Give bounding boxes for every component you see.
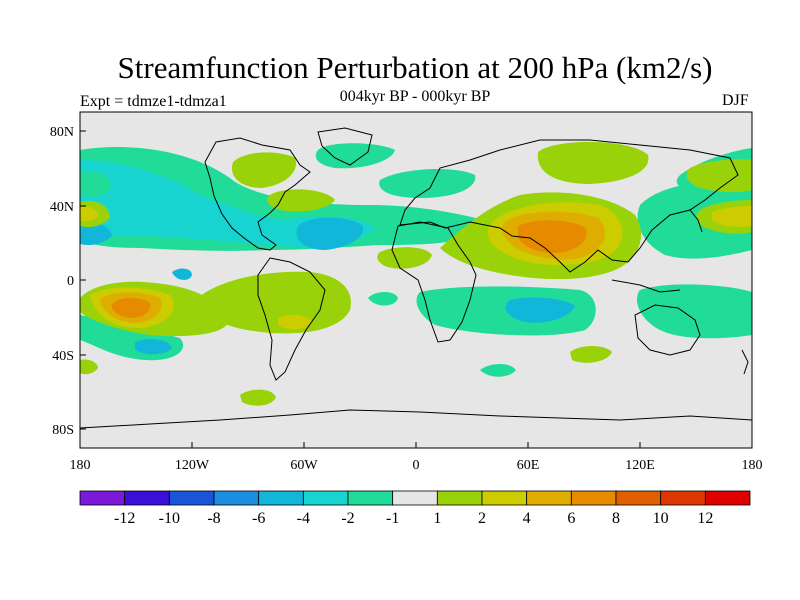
longitude-axis: 180 120W 60W 0 60E 120E 180 [70,442,763,473]
contour-australia-neg [636,284,752,339]
contour-greenland-neg [315,143,395,169]
contour-east-pacific-inner [712,206,752,227]
colorbar-label: -10 [159,510,180,527]
lat-label: 80N [50,125,74,140]
colorbar-label: -6 [252,510,265,527]
contour-arctic-asia-pos [537,141,649,184]
lon-label: 0 [413,458,420,473]
colorbar-swatch [660,490,706,506]
colorbar-swatch [526,490,572,506]
coast-japan [689,209,703,233]
colorbar-label: -1 [386,510,399,527]
colorbar-swatch [615,490,662,506]
contour-asia-anticyclone-6 [518,220,587,253]
coast-africa [391,221,477,343]
contour-pacific-sub-6 [111,297,151,318]
contour-na-east-pos [267,189,335,212]
colorbar-label: 6 [567,510,575,527]
lat-label: 0 [67,274,74,289]
contour-atlantic-core [296,217,364,250]
lon-label: 180 [70,458,91,473]
contour-south-atlantic-small [368,292,398,306]
colorbar: -12 -10 -8 -6 -4 -2 -1 1 2 4 6 8 10 12 [79,490,751,527]
lon-label: 60E [517,458,540,473]
colorbar-swatch [124,490,170,506]
colorbar-swatch [570,490,617,506]
contour-pacific-small-blue [172,268,192,280]
colorbar-label: -4 [297,510,310,527]
colorbar-swatch [168,490,215,506]
colorbar-swatch [436,490,483,506]
coast-eurasia [399,139,739,273]
lon-label: 120W [175,458,210,473]
contour-indian-ocean-inner [505,297,575,323]
lon-label: 60W [290,458,318,473]
contour-north-america-pos [231,152,296,188]
contour-west-pacific-blue [80,223,112,246]
colorbar-label: 1 [433,510,441,527]
contour-nw-pacific-wave [80,171,111,197]
colorbar-swatch [258,490,304,506]
colorbar-label: -2 [341,510,354,527]
coast-new-zealand [741,349,749,375]
contour-europe-neg [379,168,476,198]
contour-pacific-ne-pos [686,159,752,193]
colorbar-swatch [704,490,751,506]
colorbar-label: -12 [114,510,135,527]
lat-label: 80S [52,423,74,438]
contour-fields [80,141,752,406]
contour-east-asia-neg [637,178,752,259]
colorbar-swatch [347,490,394,506]
colorbar-label: -8 [207,510,220,527]
colorbar-label: 8 [612,510,620,527]
period-label: 004kyr BP - 000kyr BP [339,88,491,105]
colorbar-label: 2 [478,510,486,527]
coast-north-america [204,137,311,251]
coast-australia [634,304,701,356]
coast-antarctica [80,409,752,429]
colorbar-swatch [481,490,528,506]
experiment-label: Expt = tdmze1-tdmza1 [80,93,227,110]
contour-pacific-west-inner [80,206,99,222]
colorbar-swatch [392,490,438,506]
coast-greenland [317,127,373,166]
contour-southern-pos-2 [240,389,276,406]
contour-west-edge-pos [80,359,98,375]
colorbar-label: 4 [523,510,531,527]
contour-southern-ocean-neg [480,364,516,377]
lat-label: 40S [52,349,74,364]
lon-label: 180 [742,458,763,473]
contour-atlantic-pos [377,247,432,269]
latitude-axis: 80N 40N 0 40S 80S [50,125,86,438]
contour-south-america-pos [195,271,351,334]
contour-south-pacific-inner [135,339,172,355]
colorbar-label: 12 [697,510,713,527]
coast-indonesia [611,279,681,293]
colorbar-swatch [213,490,260,506]
colorbar-swatch [79,490,126,506]
season-label: DJF [722,92,749,109]
lat-label: 40N [50,200,74,215]
lon-label: 120E [625,458,655,473]
colorbar-swatch [302,490,349,506]
colorbar-label: 10 [653,510,669,527]
contour-south-america-inner [278,314,312,330]
coastlines [80,127,752,429]
coast-south-america [257,257,326,381]
contour-southern-pos-1 [570,346,612,363]
plot-title: Streamfunction Perturbation at 200 hPa (… [117,50,713,85]
